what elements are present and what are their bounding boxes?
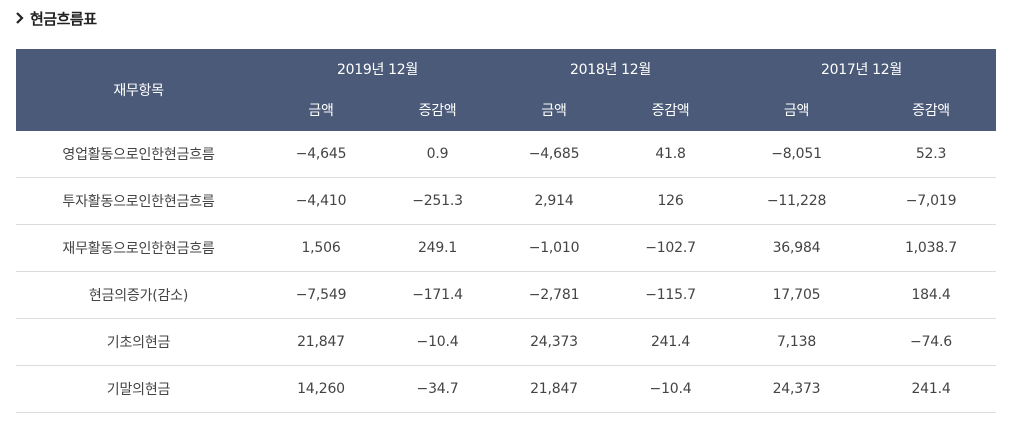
cell-value: 249.1: [381, 224, 494, 272]
cell-value: −102.7: [614, 224, 727, 272]
change-header: 증감액: [866, 89, 996, 131]
table-row: 재무활동으로인한현금흐름 1,506 249.1 −1,010 −102.7 3…: [16, 224, 996, 272]
row-label: 현금의증가(감소): [16, 271, 261, 319]
cell-value: 41.8: [614, 131, 727, 178]
page-title: 현금흐름표: [30, 9, 97, 28]
header-row-metrics: 금액 증감액 금액 증감액 금액 증감액: [16, 89, 996, 131]
cell-value: −2,781: [494, 271, 614, 319]
cell-value: 0.9: [381, 131, 494, 178]
cell-value: −10.4: [614, 365, 727, 413]
cell-value: −8,051: [727, 131, 866, 178]
period-header: 2019년 12월: [261, 49, 494, 89]
item-column-header: 재무항목: [16, 49, 261, 131]
table-row: 현금의증가(감소) −7,549 −171.4 −2,781 −115.7 17…: [16, 271, 996, 319]
change-header: 증감액: [614, 89, 727, 131]
header-row-periods: 재무항목 2019년 12월 2018년 12월 2017년 12월: [16, 49, 996, 131]
cell-value: −74.6: [866, 318, 996, 366]
amount-header: 금액: [494, 89, 614, 131]
row-label: 투자활동으로인한현금흐름: [16, 177, 261, 225]
cashflow-table: 재무항목 2019년 12월 2018년 12월 2017년 12월 금액 증감…: [16, 49, 996, 413]
table-row: 기말의현금 14,260 −34.7 21,847 −10.4 24,373 2…: [16, 365, 996, 413]
cell-value: −251.3: [381, 177, 494, 225]
period-header: 2018년 12월: [494, 49, 727, 89]
cell-value: −4,410: [261, 177, 381, 225]
cell-value: 1,506: [261, 224, 381, 272]
cell-value: −4,685: [494, 131, 614, 178]
cell-value: 241.4: [866, 365, 996, 413]
chevron-right-icon: [12, 10, 28, 26]
cell-value: −34.7: [381, 365, 494, 413]
cell-value: 24,373: [727, 365, 866, 413]
cell-value: −171.4: [381, 271, 494, 319]
cell-value: −115.7: [614, 271, 727, 319]
cell-value: −4,645: [261, 131, 381, 178]
cell-value: 7,138: [727, 318, 866, 366]
cell-value: −7,019: [866, 177, 996, 225]
cell-value: 2,914: [494, 177, 614, 225]
cell-value: 52.3: [866, 131, 996, 178]
cell-value: 184.4: [866, 271, 996, 319]
table-row: 영업활동으로인한현금흐름 −4,645 0.9 −4,685 41.8 −8,0…: [16, 131, 996, 178]
cell-value: 241.4: [614, 318, 727, 366]
cell-value: 1,038.7: [866, 224, 996, 272]
cell-value: 24,373: [494, 318, 614, 366]
cell-value: 21,847: [261, 318, 381, 366]
cell-value: 14,260: [261, 365, 381, 413]
row-label: 재무활동으로인한현금흐름: [16, 224, 261, 272]
row-label: 기말의현금: [16, 365, 261, 413]
period-header: 2017년 12월: [727, 49, 996, 89]
table-row: 기초의현금 21,847 −10.4 24,373 241.4 7,138 −7…: [16, 318, 996, 366]
cell-value: −11,228: [727, 177, 866, 225]
change-header: 증감액: [381, 89, 494, 131]
amount-header: 금액: [727, 89, 866, 131]
cell-value: 36,984: [727, 224, 866, 272]
cell-value: 126: [614, 177, 727, 225]
row-label: 기초의현금: [16, 318, 261, 366]
section-header: 현금흐름표: [12, 6, 97, 30]
amount-header: 금액: [261, 89, 381, 131]
cell-value: 17,705: [727, 271, 866, 319]
cell-value: −7,549: [261, 271, 381, 319]
cell-value: −10.4: [381, 318, 494, 366]
cell-value: 21,847: [494, 365, 614, 413]
cell-value: −1,010: [494, 224, 614, 272]
row-label: 영업활동으로인한현금흐름: [16, 131, 261, 178]
table-row: 투자활동으로인한현금흐름 −4,410 −251.3 2,914 126 −11…: [16, 177, 996, 225]
